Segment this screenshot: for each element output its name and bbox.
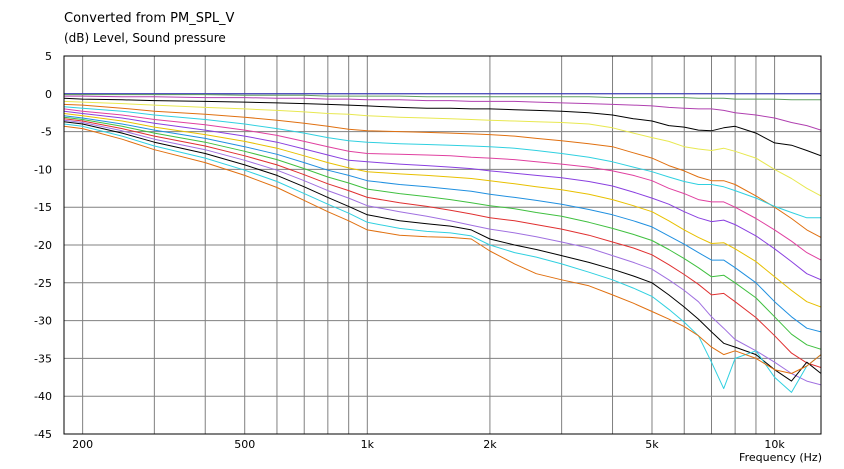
y-tick-label: 5	[45, 50, 52, 63]
chart-title: Converted from PM_SPL_V	[64, 11, 235, 26]
series-line-5	[64, 100, 821, 197]
grid	[64, 55, 821, 435]
series-group	[64, 93, 821, 393]
x-tick-label: 500	[234, 438, 255, 451]
series-line-10	[64, 113, 821, 308]
axes: 5 0 -5 -10 -15 -20 -25 -30 -35 -40 -45 200 500 1k 2k 5k…	[34, 50, 822, 451]
series-line-14	[64, 119, 821, 386]
series-line-2	[64, 94, 821, 101]
x-axis-label: Frequency (Hz)	[739, 451, 822, 464]
y-tick-label: -15	[34, 201, 52, 214]
y-tick-label: -35	[34, 352, 52, 365]
series-line-8	[64, 108, 821, 261]
series-line-11	[64, 115, 821, 333]
y-tick-label: -45	[34, 428, 52, 441]
y-tick-label: -5	[41, 126, 52, 139]
series-line-7	[64, 106, 821, 219]
y-tick-label: -20	[34, 239, 52, 252]
y-tick-label: 0	[45, 88, 52, 101]
x-tick-label: 200	[72, 438, 93, 451]
y-tick-label: -40	[34, 390, 52, 403]
series-line-13	[64, 118, 821, 368]
y-tick-label: -30	[34, 315, 52, 328]
series-line-4	[64, 97, 821, 157]
series-line-6	[64, 103, 821, 238]
y-tick-label: -25	[34, 277, 52, 290]
x-tick-label: 2k	[483, 438, 497, 451]
x-tick-label: 10k	[764, 438, 785, 451]
y-axis-label: (dB) Level, Sound pressure	[64, 31, 226, 45]
plot-frame	[63, 55, 822, 435]
x-tick-label: 1k	[361, 438, 375, 451]
series-line-16	[64, 123, 821, 393]
series-line-17	[64, 125, 821, 374]
series-line-9	[64, 110, 821, 281]
series-line-12	[64, 116, 821, 350]
series-line-3	[64, 95, 821, 131]
series-line-15	[64, 121, 821, 382]
y-tick-label: -10	[34, 163, 52, 176]
x-tick-label: 5k	[645, 438, 659, 451]
